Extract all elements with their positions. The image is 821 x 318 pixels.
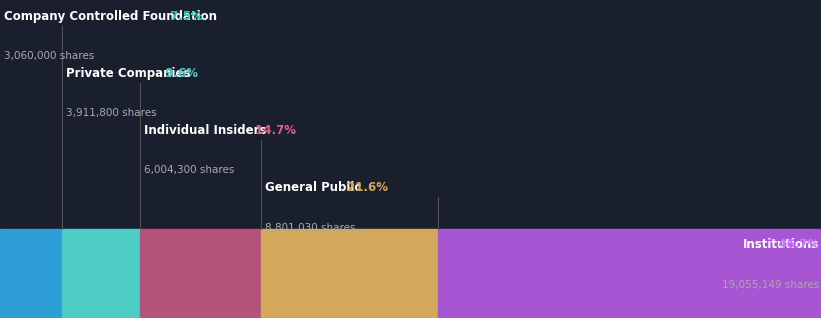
- Bar: [140, 229, 261, 318]
- Bar: [0, 229, 62, 318]
- Text: 6,004,300 shares: 6,004,300 shares: [144, 165, 235, 175]
- Bar: [438, 229, 821, 318]
- Bar: [261, 229, 438, 318]
- Text: Institutions: Institutions: [743, 238, 819, 252]
- Text: Private Companies: Private Companies: [66, 67, 190, 80]
- Text: 8,801,030 shares: 8,801,030 shares: [265, 223, 355, 232]
- Text: 19,055,149 shares: 19,055,149 shares: [722, 280, 819, 290]
- Text: General Public: General Public: [265, 181, 361, 194]
- Text: 3,911,800 shares: 3,911,800 shares: [66, 108, 156, 118]
- Text: Company Controlled Foundation: Company Controlled Foundation: [4, 10, 217, 23]
- Text: 14.7%: 14.7%: [250, 124, 296, 137]
- Text: 7.5%: 7.5%: [166, 10, 203, 23]
- Text: 3,060,000 shares: 3,060,000 shares: [4, 51, 94, 61]
- Text: 9.6%: 9.6%: [161, 67, 198, 80]
- Bar: [62, 229, 140, 318]
- Text: 21.6%: 21.6%: [343, 181, 388, 194]
- Text: 46.7%: 46.7%: [770, 238, 819, 252]
- Text: Individual Insiders: Individual Insiders: [144, 124, 267, 137]
